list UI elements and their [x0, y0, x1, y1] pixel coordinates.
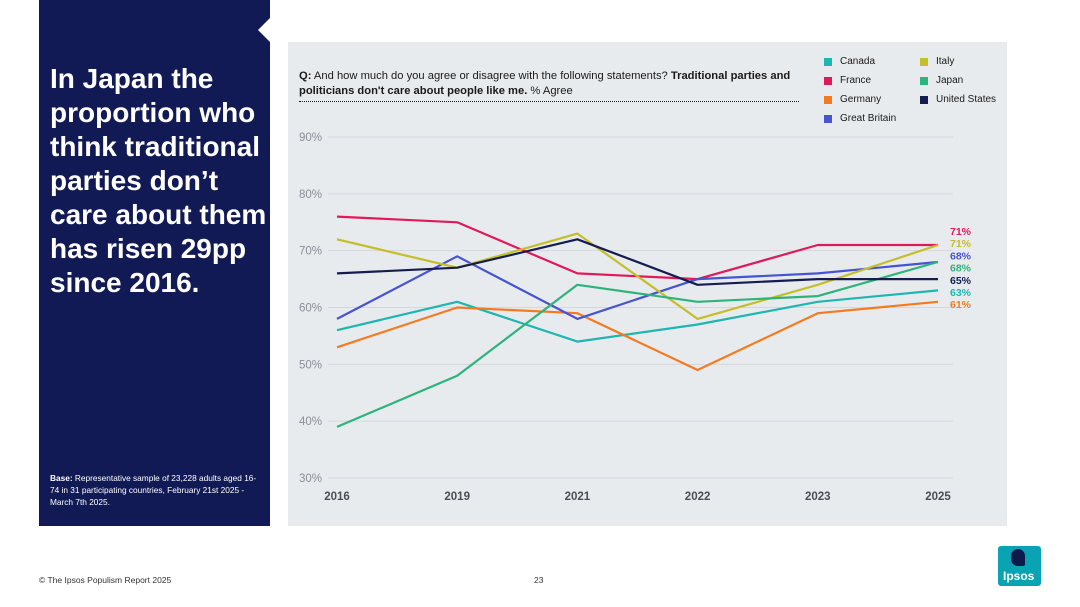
x-tick-label: 2025 [925, 491, 951, 503]
logo-mark-icon [1011, 549, 1025, 566]
legend-swatch [920, 76, 928, 85]
y-tick-label: 30% [299, 473, 322, 485]
series-line-italy [336, 232, 939, 320]
end-label-canada: 63% [950, 287, 972, 299]
x-tick-label: 2023 [805, 491, 831, 503]
question-bold-text: Traditional parties and politicians don'… [299, 70, 791, 97]
legend-item-united-states: United States [920, 93, 1014, 106]
question-text: And how much do you agree or disagree wi… [311, 70, 671, 82]
legend-label: Canada [840, 56, 876, 67]
legend-label: United States [936, 94, 997, 105]
x-tick-label: 2022 [685, 491, 711, 503]
legend-item-germany: Germany [824, 93, 920, 106]
base-text: Representative sample of 23,228 adults a… [50, 473, 257, 507]
x-tick-label: 2016 [324, 491, 350, 503]
ipsos-logo: Ipsos [998, 546, 1041, 586]
series-line-great-britain [336, 255, 939, 320]
legend-item-great-britain: Great Britain [824, 112, 920, 125]
series-line-united-states [336, 238, 938, 286]
y-tick-label: 70% [299, 246, 322, 258]
legend-label: Italy [936, 56, 955, 67]
end-label-france: 71% [950, 226, 972, 238]
legend-item-france: France [824, 74, 920, 87]
y-tick-label: 90% [299, 132, 322, 144]
chart-area: 30% 40% 50% 60% 70% 80% 90% 2016 2019 2021 2022 202… [288, 42, 1007, 526]
legend-swatch [824, 95, 832, 104]
headline-panel: In Japan the proportion who think tradit… [39, 0, 270, 526]
series-line-japan [336, 260, 939, 428]
legend-item-canada: Canada [824, 55, 920, 68]
legend-label: Great Britain [840, 113, 897, 124]
y-tick-label: 40% [299, 416, 322, 428]
base-note: Base: Representative sample of 23,228 ad… [50, 472, 260, 508]
legend-label: Japan [936, 75, 964, 86]
chart-legend: Canada Italy France Japan Germany United Stat… [824, 55, 1014, 125]
legend-swatch [824, 57, 832, 66]
end-label-japan: 68% [950, 263, 972, 275]
series-line-germany [336, 300, 939, 372]
footer-copyright: © The Ipsos Populism Report 2025 [39, 575, 172, 585]
question-suffix: % Agree [527, 85, 573, 97]
y-tick-label: 60% [299, 303, 322, 315]
line-chart: 30% 40% 50% 60% 70% 80% 90% 2016 2019 2021 2022 202… [299, 132, 972, 503]
legend-swatch [920, 57, 928, 66]
legend-swatch [920, 95, 928, 104]
headline: In Japan the proportion who think tradit… [50, 63, 267, 298]
question-prefix: Q: [299, 70, 312, 82]
end-label-italy: 71% [950, 238, 972, 250]
legend-label: Germany [840, 94, 882, 105]
legend-item-italy: Italy [920, 55, 1014, 68]
y-tick-label: 50% [299, 359, 322, 371]
legend-swatch [824, 114, 832, 123]
question: Q: And how much do you agree or disagree… [299, 69, 799, 102]
legend-item-japan: Japan [920, 74, 1014, 87]
legend-label: France [840, 75, 872, 86]
end-label-great-britain: 68% [950, 250, 972, 262]
end-label-germany: 61% [950, 299, 972, 311]
end-label-united-states: 65% [950, 275, 972, 287]
base-label: Base: [50, 473, 73, 483]
x-tick-label: 2019 [444, 491, 470, 503]
logo-text: Ipsos [1003, 569, 1035, 583]
y-tick-label: 80% [299, 189, 322, 201]
page-number: 23 [534, 575, 544, 585]
x-tick-label: 2021 [565, 491, 591, 503]
legend-swatch [824, 76, 832, 85]
series-line-canada [336, 289, 939, 343]
